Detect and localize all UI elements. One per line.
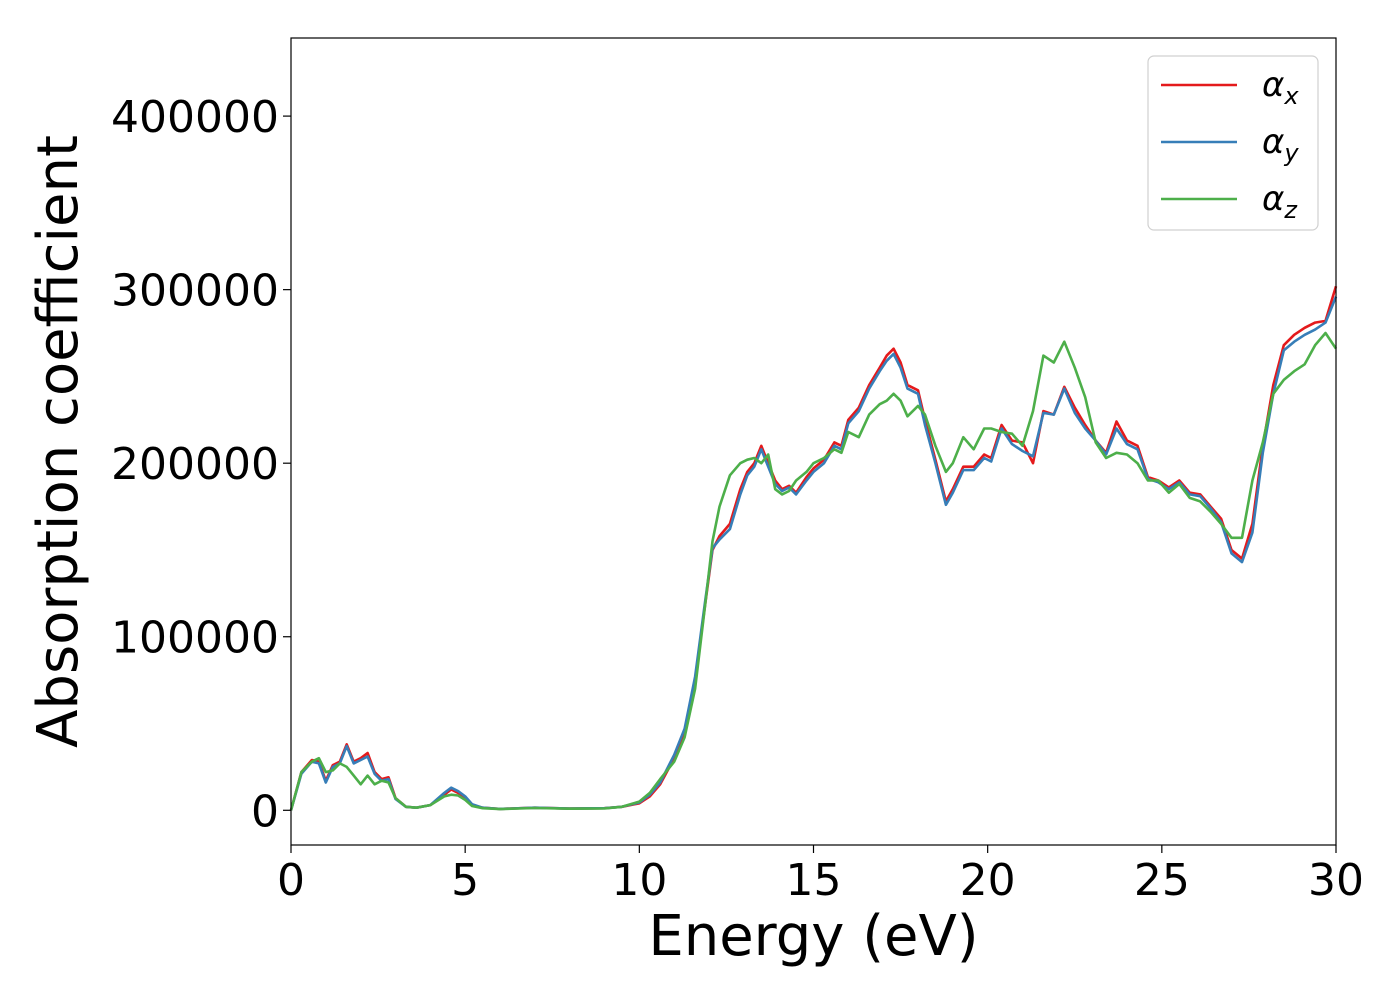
x-tick-label: 10 bbox=[611, 855, 667, 906]
y-tick-label: 100000 bbox=[111, 613, 279, 664]
x-tick-label: 5 bbox=[451, 855, 479, 906]
series-layer bbox=[289, 285, 1338, 811]
x-tick-label: 20 bbox=[960, 855, 1016, 906]
x-axis-ticks: 0 5 10 15 20 25 30 bbox=[277, 845, 1364, 906]
legend: αx αy αz bbox=[1147, 55, 1319, 231]
x-tick-label: 15 bbox=[786, 855, 842, 906]
y-tick-label: 0 bbox=[251, 786, 279, 837]
series-line-alpha-z bbox=[289, 331, 1338, 811]
legend-entry-alpha-x: αx bbox=[1161, 65, 1299, 110]
series-line-alpha-y bbox=[289, 296, 1338, 811]
x-tick-label: 25 bbox=[1134, 855, 1190, 906]
x-axis-title: Energy (eV) bbox=[648, 904, 978, 969]
legend-entry-alpha-y: αy bbox=[1161, 122, 1299, 167]
legend-entry-alpha-z: αz bbox=[1161, 179, 1298, 224]
legend-label: αz bbox=[1262, 179, 1298, 224]
legend-label: αx bbox=[1262, 65, 1299, 110]
series-line-alpha-x bbox=[289, 285, 1338, 811]
y-tick-label: 200000 bbox=[111, 439, 279, 490]
x-tick-label: 30 bbox=[1308, 855, 1364, 906]
legend-label: αy bbox=[1262, 122, 1299, 167]
y-axis-title: Absorption coefficient bbox=[26, 135, 91, 748]
y-tick-label: 300000 bbox=[111, 266, 279, 317]
x-tick-label: 0 bbox=[277, 855, 305, 906]
y-axis-ticks: 0 100000 200000 300000 400000 bbox=[111, 92, 291, 837]
y-tick-label: 400000 bbox=[111, 92, 279, 143]
